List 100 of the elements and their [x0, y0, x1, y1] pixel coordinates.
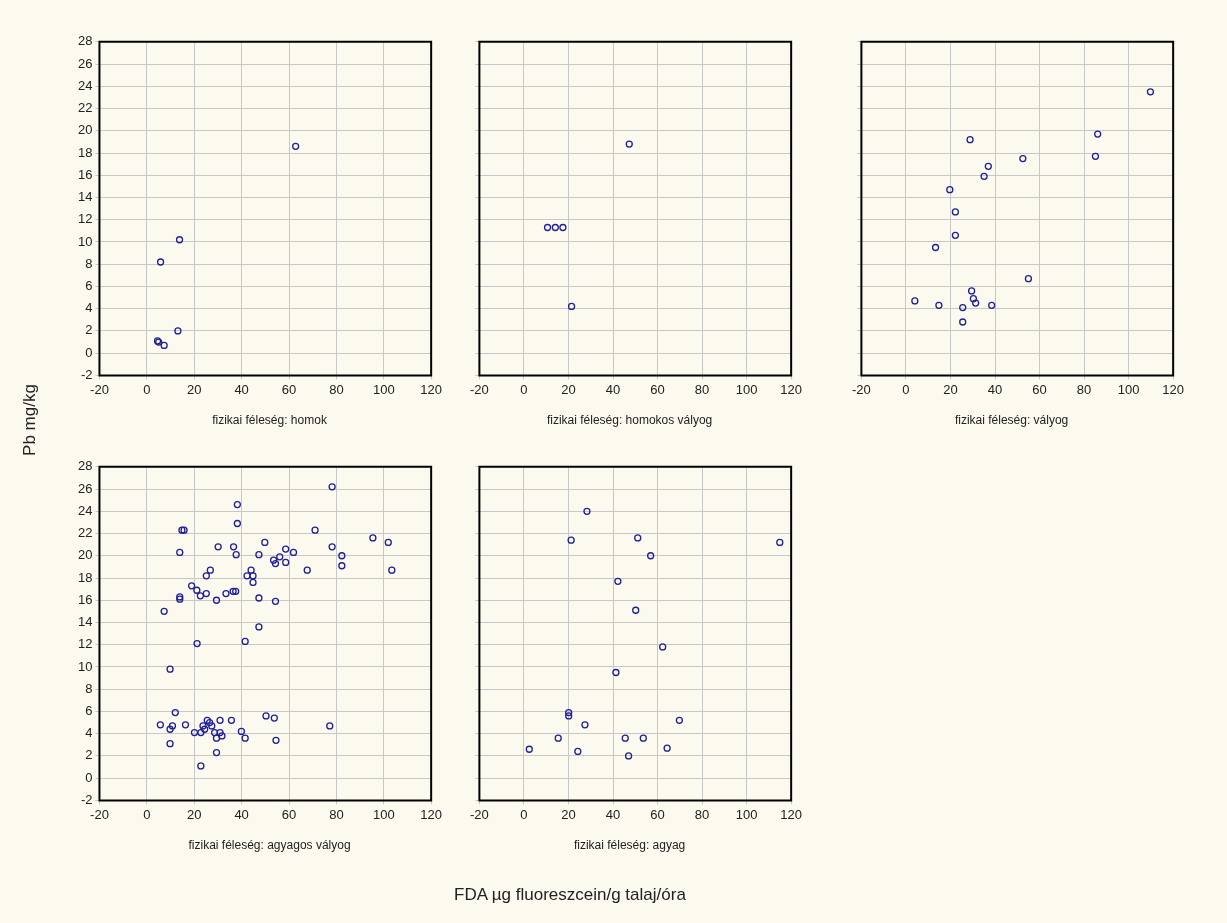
y-tick-label: 22 [77, 525, 92, 541]
point [958, 304, 966, 312]
x-tick-label: 100 [735, 381, 758, 397]
x-tick-label: 60 [1031, 381, 1047, 397]
x-tick-label: 0 [142, 381, 150, 397]
x-axis-title: FDA µg fluoreszcein/g talaj/óra [454, 885, 686, 905]
x-tick-label: -20 [469, 381, 489, 397]
x-tick-label: 80 [328, 381, 344, 397]
point [984, 162, 992, 171]
x-tick-label: 0 [519, 806, 528, 822]
y-tick-label: 12 [77, 211, 92, 227]
y-tick-label: 0 [84, 769, 92, 785]
point [631, 606, 639, 615]
point [980, 172, 988, 181]
x-tick-label: 100 [372, 381, 395, 397]
x-tick-label: 20 [560, 381, 576, 397]
text: fizikai féleség: vályog [953, 413, 1070, 428]
x-tick-label: 0 [519, 381, 528, 397]
y-tick-label: 14 [77, 189, 92, 205]
point [1018, 155, 1027, 163]
point [564, 709, 572, 717]
x-tick-label: 40 [605, 806, 620, 822]
x-tick-label: 20 [942, 381, 958, 397]
point [971, 299, 979, 307]
x-tick-label: 60 [649, 381, 665, 397]
x-tick-label: -20 [89, 806, 109, 822]
x-tick-label: 120 [779, 806, 802, 822]
x-tick-label: 120 [419, 806, 442, 822]
point [675, 716, 683, 725]
text: fizikai féleség: agyagos vályog [187, 838, 352, 853]
point [934, 301, 943, 310]
point [967, 287, 975, 295]
x-tick-label: 40 [987, 381, 1002, 397]
x-tick-label: 60 [281, 381, 296, 397]
point [1093, 130, 1101, 138]
x-tick-label: 40 [605, 381, 620, 397]
x-tick-label: -20 [851, 381, 871, 397]
x-tick-label: 80 [694, 806, 709, 822]
x-tick-label: 120 [779, 381, 802, 397]
x-tick-label: 120 [419, 381, 442, 397]
y-tick-label: 26 [77, 480, 92, 496]
y-tick-label: 4 [84, 300, 92, 316]
y-tick-label: 10 [77, 233, 92, 249]
point [613, 577, 622, 586]
y-tick-label: 16 [77, 592, 92, 608]
x-tick-label: 20 [186, 381, 201, 397]
point [173, 327, 182, 335]
y-tick-label: 26 [77, 55, 92, 71]
y-tick-label: 28 [77, 33, 92, 49]
point [958, 318, 966, 326]
point [951, 208, 959, 216]
y-tick-label: 0 [84, 344, 92, 360]
x-tick-label: 40 [233, 381, 249, 397]
point [564, 712, 572, 720]
x-tick-label: 80 [694, 381, 709, 397]
x-tick-label: 60 [649, 806, 665, 822]
point [1024, 275, 1032, 283]
point [291, 142, 299, 151]
point [633, 534, 641, 542]
y-tick-label: 16 [77, 167, 92, 183]
point [554, 734, 562, 742]
point [931, 244, 939, 252]
y-tick-label: 2 [84, 747, 92, 763]
point [663, 744, 671, 752]
y-tick-label: 8 [84, 680, 92, 696]
x-tick-label: -20 [469, 806, 489, 822]
y-tick-label: 18 [77, 569, 92, 585]
y-tick-label: 14 [77, 614, 92, 630]
y-tick-label: 28 [77, 458, 92, 474]
x-tick-label: 100 [372, 806, 395, 822]
y-tick-label: 12 [77, 636, 92, 652]
x-tick-label: 20 [186, 806, 201, 822]
x-tick-label: 80 [328, 806, 344, 822]
y-tick-label: 18 [77, 144, 92, 160]
text: fizikai féleség: homok [211, 413, 328, 428]
y-tick-label: 6 [84, 278, 92, 294]
y-tick-label: 6 [84, 703, 92, 719]
x-tick-label: 0 [142, 806, 150, 822]
point [624, 752, 632, 760]
y-tick-label: 10 [77, 658, 92, 674]
x-tick-label: 20 [560, 806, 576, 822]
x-tick-label: 120 [1161, 381, 1184, 397]
point [573, 748, 582, 756]
y-tick-label: 24 [77, 78, 92, 94]
point [945, 186, 954, 194]
y-tick-label: 24 [77, 503, 92, 519]
x-tick-label: 40 [233, 806, 249, 822]
point [969, 295, 977, 303]
point [910, 297, 919, 305]
point [156, 258, 164, 266]
y-tick-label: -2 [80, 792, 92, 808]
point [775, 538, 784, 547]
x-tick-label: 0 [901, 381, 910, 397]
y-tick-label: 4 [84, 725, 92, 741]
text: fizikai féleség: homokos vályog [545, 413, 714, 428]
y-tick-label: 8 [84, 255, 92, 271]
y-tick-label: 22 [77, 100, 92, 116]
x-tick-label: 80 [1076, 381, 1091, 397]
text: fizikai féleség: agyag [572, 838, 687, 853]
y-tick-label: 20 [77, 122, 92, 138]
